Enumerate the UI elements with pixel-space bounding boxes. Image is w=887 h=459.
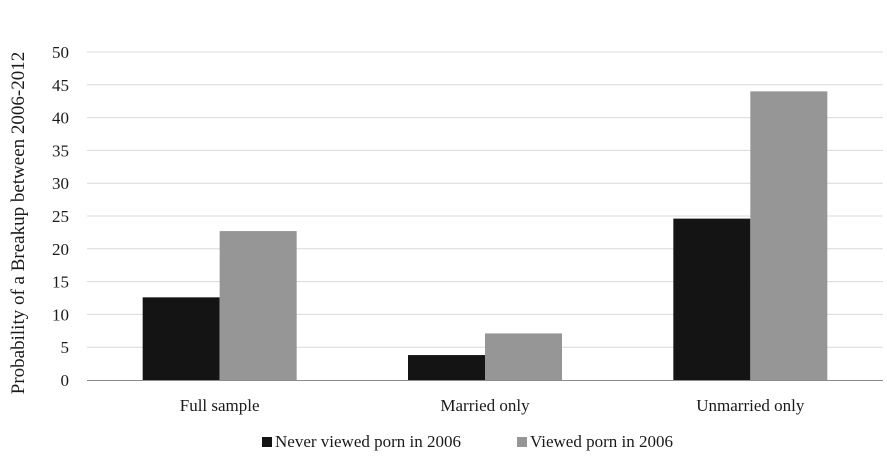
- x-tick-labels: Full sample Married only Unmarried only: [180, 396, 805, 415]
- bars: [142, 91, 828, 381]
- y-axis-label: Probability of a Breakup between 2006-20…: [8, 52, 29, 394]
- x-tick-label: Full sample: [180, 396, 260, 415]
- y-tick-label: 10: [52, 305, 69, 324]
- y-tick-labels: 0 5 10 15 20 25 30 35 40 45 50: [52, 43, 69, 390]
- legend-label: Viewed porn in 2006: [530, 432, 673, 451]
- y-tick-label: 20: [52, 240, 69, 259]
- y-tick-label: 50: [52, 43, 69, 62]
- legend-swatch: [517, 437, 527, 447]
- y-tick-label: 0: [61, 371, 70, 390]
- y-tick-label: 45: [52, 76, 69, 95]
- y-tick-label: 5: [61, 338, 70, 357]
- bar-viewed-1: [485, 333, 562, 380]
- bar-never-viewed-1: [408, 355, 485, 380]
- legend-label: Never viewed porn in 2006: [275, 432, 461, 451]
- x-tick-label: Unmarried only: [696, 396, 805, 415]
- legend: Never viewed porn in 2006 Viewed porn in …: [262, 432, 673, 451]
- y-tick-label: 15: [52, 273, 69, 292]
- bar-viewed-0: [219, 231, 297, 380]
- x-tick-label: Married only: [440, 396, 530, 415]
- legend-swatch: [262, 437, 272, 447]
- y-tick-label: 40: [52, 109, 69, 128]
- bar-never-viewed-2: [673, 218, 751, 380]
- y-tick-label: 25: [52, 207, 69, 226]
- bar-viewed-2: [750, 91, 828, 381]
- bar-never-viewed-0: [142, 297, 220, 380]
- y-tick-label: 30: [52, 174, 69, 193]
- y-tick-label: 35: [52, 141, 69, 160]
